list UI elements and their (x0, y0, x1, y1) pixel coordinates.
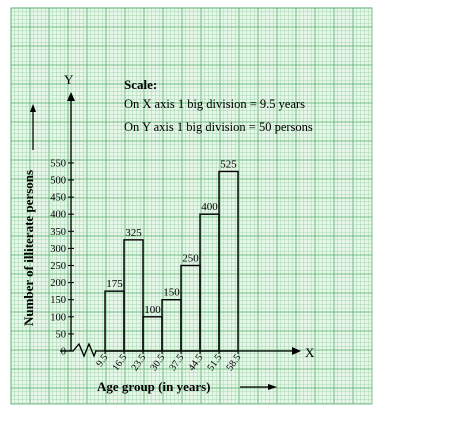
y-tick-label: 550 (50, 158, 66, 169)
y-tick-label: 200 (50, 278, 66, 289)
y-tick-label: 250 (50, 261, 66, 272)
x-axis-break-zigzag (72, 342, 97, 358)
bar-data-label: 400 (201, 201, 218, 213)
y-tick-label: 0 (61, 347, 66, 358)
y-axis-name: Y (64, 72, 74, 87)
bar-data-label: 250 (182, 253, 199, 265)
y-tick-label: 500 (50, 176, 66, 187)
y-tick-label: 50 (56, 329, 67, 340)
y-tick-label: 300 (50, 244, 66, 255)
y-tick-label: 100 (50, 312, 66, 323)
x-axis-arrowhead (292, 347, 301, 355)
y-axis-label: Number of illiterate persons (21, 170, 36, 326)
x-axis-label: Age group (in years) (97, 379, 211, 394)
scale-title: Scale: (124, 77, 157, 92)
bar-data-label: 150 (163, 287, 180, 299)
y-tick-label: 400 (50, 210, 66, 221)
x-label-arrowhead (268, 384, 277, 390)
x-axis-name: X (305, 345, 315, 360)
y-axis-arrowhead (67, 92, 75, 101)
y-tick-label: 450 (50, 193, 66, 204)
y-label-arrowhead (30, 104, 36, 112)
bar-data-label: 325 (125, 227, 142, 239)
y-tick-label: 350 (50, 227, 66, 238)
bar-data-label: 175 (106, 278, 123, 290)
scale-y-note: On Y axis 1 big division = 50 persons (124, 120, 313, 134)
bar-data-label: 100 (144, 304, 161, 316)
y-tick-label: 150 (50, 295, 66, 306)
axes-group (60, 92, 301, 358)
graph-paper-background (10, 7, 373, 405)
scale-x-note: On X axis 1 big division = 9.5 years (124, 97, 305, 111)
bar-data-label: 525 (220, 158, 237, 170)
